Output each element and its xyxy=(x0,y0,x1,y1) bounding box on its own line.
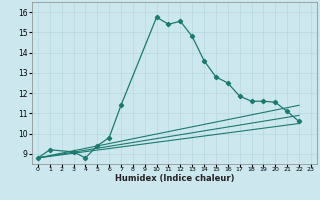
X-axis label: Humidex (Indice chaleur): Humidex (Indice chaleur) xyxy=(115,174,234,183)
